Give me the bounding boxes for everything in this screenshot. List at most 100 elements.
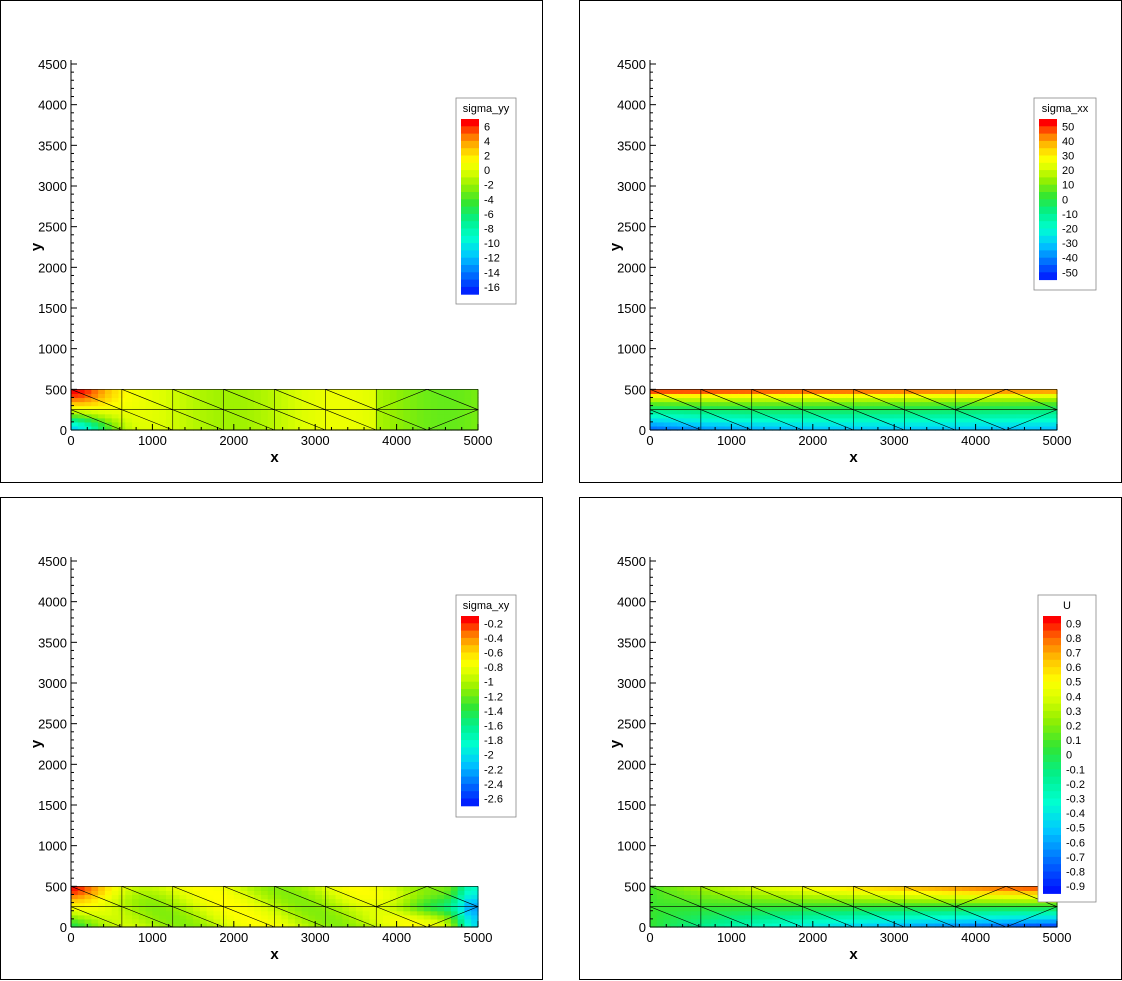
field-cell bbox=[450, 898, 459, 904]
field-cell bbox=[1036, 421, 1045, 427]
field-cell bbox=[860, 910, 868, 916]
legend-swatch bbox=[1043, 754, 1061, 763]
field-cell bbox=[880, 417, 889, 423]
field-cell bbox=[962, 393, 970, 399]
field-cell bbox=[941, 898, 950, 904]
field-cell bbox=[982, 922, 990, 928]
field-cell bbox=[758, 397, 766, 403]
field-cell bbox=[437, 906, 445, 912]
field-cell bbox=[765, 898, 773, 904]
field-cell bbox=[152, 914, 160, 920]
field-cell bbox=[962, 413, 970, 419]
field-cell bbox=[172, 918, 181, 924]
field-cell bbox=[450, 421, 459, 427]
field-cell bbox=[227, 413, 235, 419]
legend-swatch bbox=[461, 272, 479, 281]
field-cell bbox=[921, 898, 929, 904]
legend-level-label: 0.8 bbox=[1066, 633, 1081, 645]
field-cell bbox=[125, 421, 133, 427]
field-cell bbox=[772, 890, 780, 896]
field-cell bbox=[111, 922, 120, 928]
field-cell bbox=[928, 894, 936, 900]
mesh-line bbox=[223, 886, 275, 907]
field-cell bbox=[179, 890, 187, 896]
field-cell bbox=[308, 389, 316, 394]
field-cell bbox=[77, 918, 86, 924]
field-cell bbox=[138, 910, 147, 916]
legend-swatch bbox=[1043, 623, 1061, 632]
field-cell bbox=[186, 409, 194, 415]
field-cell bbox=[369, 886, 377, 891]
field-cell bbox=[132, 906, 140, 912]
field-cell bbox=[887, 914, 895, 920]
field-cell bbox=[288, 405, 296, 411]
field-cell bbox=[199, 393, 208, 399]
field-cell bbox=[362, 902, 371, 908]
field-cell bbox=[887, 910, 895, 916]
legend-swatch bbox=[1039, 272, 1057, 281]
field-cell bbox=[738, 914, 746, 920]
field-cell bbox=[328, 389, 337, 394]
field-cell bbox=[982, 401, 990, 407]
legend-swatch bbox=[1039, 257, 1057, 266]
field-cell bbox=[772, 397, 780, 403]
field-cell bbox=[853, 894, 861, 900]
field-cell bbox=[464, 914, 472, 920]
field-cell bbox=[948, 890, 956, 896]
field-cell bbox=[1002, 421, 1011, 427]
legend-level-label: -1 bbox=[484, 677, 494, 689]
legend-level-label: -30 bbox=[1062, 238, 1078, 250]
field-cell bbox=[833, 918, 841, 924]
field-cell bbox=[989, 918, 997, 924]
field-cell bbox=[315, 918, 323, 924]
field-cell bbox=[1023, 906, 1031, 912]
field-cell bbox=[799, 894, 807, 900]
field-cell bbox=[670, 918, 678, 924]
field-cell bbox=[833, 417, 841, 423]
field-cell bbox=[900, 389, 909, 394]
field-cell bbox=[1043, 918, 1051, 924]
field-cell bbox=[471, 425, 479, 431]
field-cell bbox=[744, 918, 753, 924]
field-cell bbox=[663, 413, 671, 419]
field-cell bbox=[98, 409, 106, 415]
mesh-line bbox=[223, 906, 275, 928]
mesh-line bbox=[172, 906, 224, 928]
field-cell bbox=[1016, 910, 1024, 916]
field-cell bbox=[450, 894, 459, 900]
field-cell bbox=[867, 413, 875, 419]
field-cell bbox=[955, 409, 963, 415]
field-cell bbox=[1023, 409, 1031, 415]
field-cell bbox=[77, 894, 86, 900]
field-cell bbox=[308, 401, 316, 407]
field-cell bbox=[71, 886, 79, 891]
field-cell bbox=[247, 898, 255, 904]
field-cell bbox=[894, 405, 902, 411]
field-cell bbox=[464, 894, 472, 900]
field-cell bbox=[941, 425, 950, 431]
field-cell bbox=[744, 902, 753, 908]
field-cell bbox=[1023, 894, 1031, 900]
field-cell bbox=[928, 401, 936, 407]
field-cell bbox=[274, 409, 282, 415]
legend-swatch bbox=[1043, 820, 1061, 829]
field-cell bbox=[165, 890, 174, 896]
field-cell bbox=[1050, 922, 1058, 928]
field-cell bbox=[941, 393, 950, 399]
field-cell bbox=[335, 401, 343, 407]
field-cell bbox=[962, 886, 970, 891]
legend-swatch bbox=[1043, 813, 1061, 821]
field-cell bbox=[335, 393, 343, 399]
field-cell bbox=[955, 397, 963, 403]
legend-level-label: 0.1 bbox=[1066, 735, 1081, 747]
mesh-line bbox=[751, 906, 803, 928]
field-cell bbox=[941, 417, 950, 423]
field-cell bbox=[907, 397, 916, 403]
field-cell bbox=[677, 409, 685, 415]
field-cell bbox=[934, 886, 943, 891]
legend-level-label: 0.6 bbox=[1066, 662, 1081, 674]
field-cell bbox=[846, 409, 855, 415]
field-cell bbox=[233, 902, 242, 908]
field-cell bbox=[301, 393, 310, 399]
field-cell bbox=[833, 405, 841, 411]
